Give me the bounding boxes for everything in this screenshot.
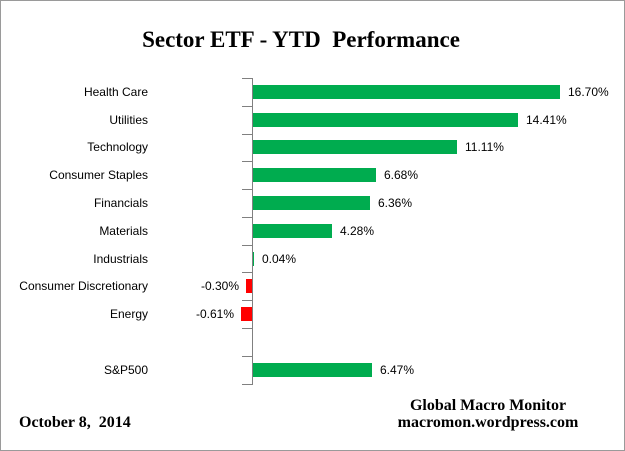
- category-axis-line: [252, 78, 253, 385]
- category-label: Technology: [87, 140, 148, 154]
- category-label: Materials: [99, 224, 148, 238]
- category-label: S&P500: [103, 363, 148, 377]
- value-label: 11.11%: [465, 140, 504, 154]
- value-label: 6.36%: [378, 196, 413, 210]
- positive-bar: [253, 196, 370, 210]
- axis-tick: [242, 328, 253, 329]
- category-label: Health Care: [83, 85, 148, 99]
- category-label: Energy: [109, 307, 148, 321]
- axis-tick: [242, 134, 253, 135]
- axis-tick: [242, 300, 253, 301]
- category-label: Utilities: [109, 113, 148, 127]
- category-label: Consumer Discretionary: [19, 279, 148, 293]
- axis-tick: [242, 356, 253, 357]
- axis-tick: [242, 217, 253, 218]
- positive-bar: [253, 252, 254, 266]
- value-label: 4.28%: [340, 224, 375, 238]
- positive-bar: [253, 168, 376, 182]
- positive-bar: [253, 224, 332, 238]
- positive-bar: [253, 140, 457, 154]
- axis-tick: [242, 78, 253, 79]
- negative-bar: [241, 307, 252, 321]
- axis-tick: [242, 106, 253, 107]
- category-label: Consumer Staples: [49, 168, 148, 182]
- negative-bar: [246, 279, 252, 293]
- chart-title: Sector ETF - YTD Performance: [142, 27, 460, 52]
- value-label: 6.47%: [380, 363, 415, 377]
- footer-date: October 8, 2014: [19, 414, 131, 431]
- positive-bar: [253, 363, 372, 377]
- value-label: -0.61%: [195, 307, 234, 321]
- source-line-1: Global Macro Monitor: [409, 397, 567, 414]
- axis-tick: [242, 245, 253, 246]
- axis-tick: [242, 384, 253, 385]
- value-label: -0.30%: [200, 279, 239, 293]
- footer-source: Global Macro Monitor macromon.wordpress.…: [387, 397, 589, 431]
- positive-bar: [253, 113, 518, 127]
- value-label: 0.04%: [262, 252, 297, 266]
- value-label: 6.68%: [384, 168, 419, 182]
- category-label: Industrials: [93, 252, 148, 266]
- axis-tick: [242, 161, 253, 162]
- value-label: 14.41%: [526, 113, 567, 127]
- value-label: 16.70%: [568, 85, 609, 99]
- axis-tick: [242, 272, 253, 273]
- positive-bar: [253, 85, 560, 99]
- axis-tick: [242, 189, 253, 190]
- source-line-2: macromon.wordpress.com: [397, 414, 579, 431]
- category-label: Financials: [93, 196, 148, 210]
